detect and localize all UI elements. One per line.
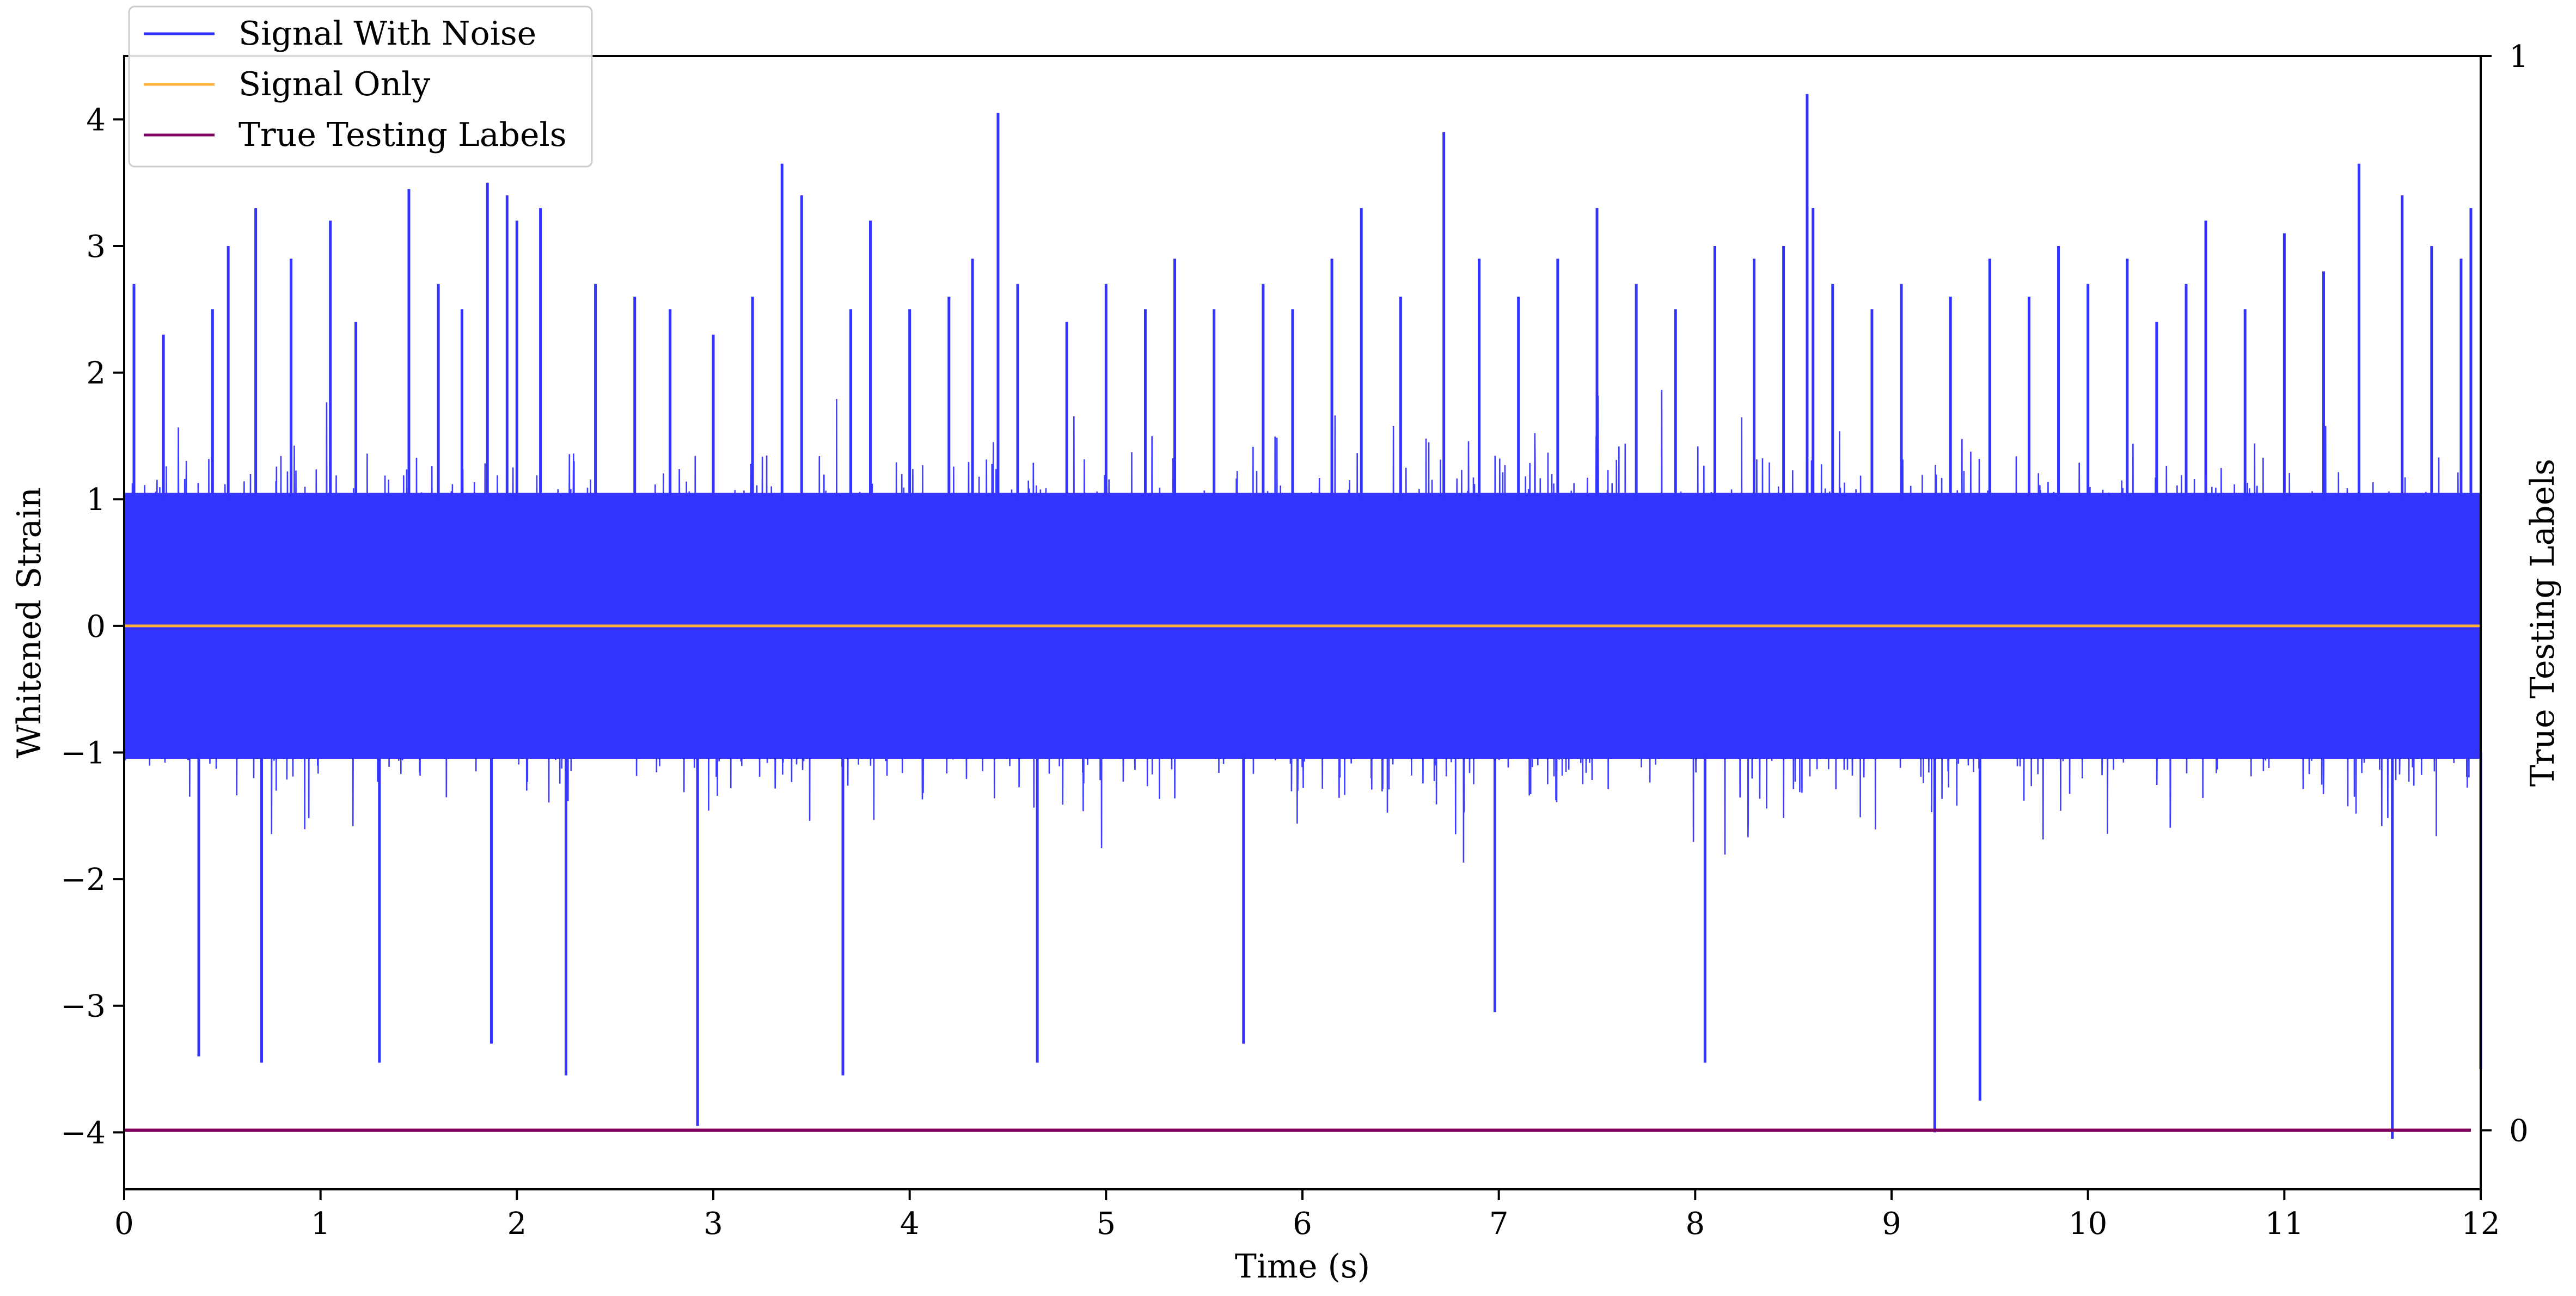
y-tick-label: 0	[86, 609, 106, 644]
x-tick-label: 7	[1489, 1206, 1509, 1242]
y-tick-label: 3	[86, 229, 106, 265]
x-tick-label: 11	[2265, 1206, 2304, 1242]
x-axis: 0 1 2 3 4 5 6 7 8 9 10 11 12	[114, 1189, 2500, 1242]
x-tick-label: 8	[1686, 1206, 1705, 1242]
legend-box	[128, 5, 593, 168]
x-tick-label: 9	[1882, 1206, 1901, 1242]
x-tick-label: 0	[114, 1206, 134, 1242]
y-axis-left: −4 −3 −2 −1 0 1 2 3 4	[60, 102, 124, 1151]
x-tick-label: 4	[900, 1206, 920, 1242]
legend-label-signal-with-noise: Signal With Noise	[238, 15, 536, 53]
y2-tick-label: 1	[2509, 39, 2529, 75]
x-tick-label: 2	[507, 1206, 527, 1242]
y2-tick-label: 0	[2509, 1113, 2529, 1148]
x-tick-label: 12	[2461, 1206, 2500, 1242]
y2-axis-title: True Testing Labels	[2524, 459, 2562, 787]
y-axis-right: 01	[2481, 39, 2529, 1148]
y-tick-label: 1	[86, 482, 106, 518]
y-tick-label: −4	[60, 1115, 106, 1151]
y-tick-label: 4	[86, 102, 106, 138]
y-axis-title: Whitened Strain	[10, 487, 48, 758]
x-tick-label: 10	[2069, 1206, 2107, 1242]
x-tick-label: 1	[311, 1206, 331, 1242]
x-tick-label: 3	[703, 1206, 723, 1242]
x-tick-label: 5	[1097, 1206, 1116, 1242]
y-tick-label: −3	[60, 989, 106, 1024]
legend: Signal With Noise Signal Only True Testi…	[128, 5, 593, 168]
y-tick-label: 2	[86, 356, 106, 391]
y-tick-label: −1	[60, 735, 106, 771]
legend-label-signal-only: Signal Only	[238, 65, 430, 103]
x-axis-title: Time (s)	[1235, 1248, 1370, 1286]
legend-label-true-testing-labels: True Testing Labels	[238, 116, 567, 154]
signal-with-noise-series	[123, 94, 2482, 1139]
y-tick-label: −2	[60, 862, 106, 898]
x-tick-label: 6	[1293, 1206, 1312, 1242]
